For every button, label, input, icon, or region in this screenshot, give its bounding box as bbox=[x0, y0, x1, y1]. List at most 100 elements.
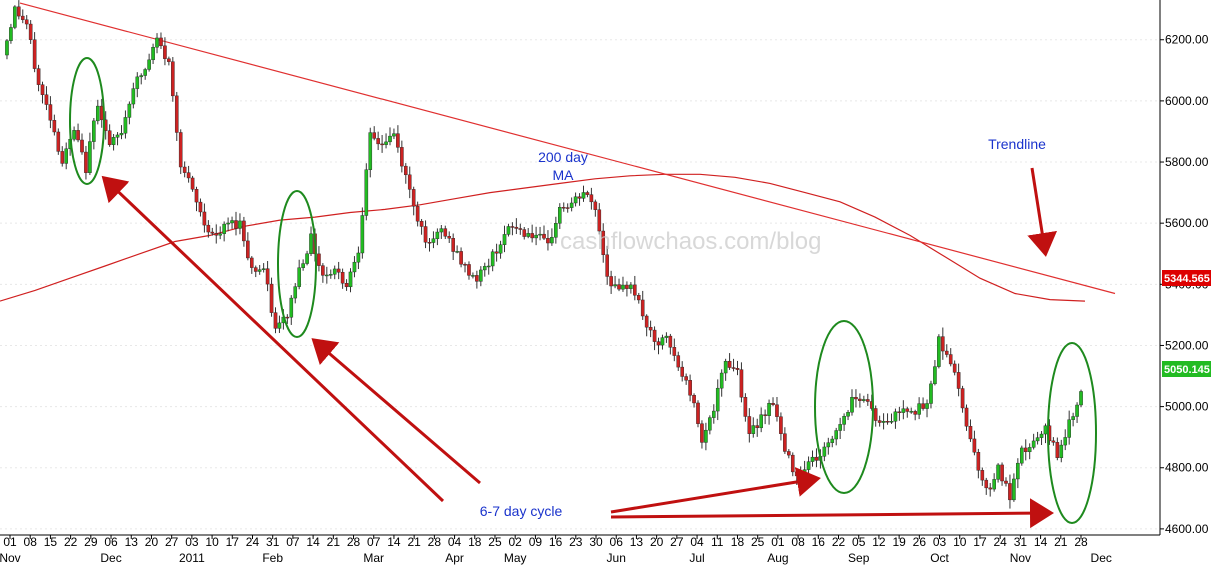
candle-body bbox=[850, 397, 854, 413]
cycle-ellipse bbox=[69, 57, 105, 185]
x-tick-label: 17 bbox=[226, 535, 240, 549]
candle-body bbox=[711, 410, 716, 418]
candle-body bbox=[127, 103, 132, 118]
candle-body bbox=[625, 284, 629, 289]
x-tick-label: 25 bbox=[751, 535, 765, 549]
candle-body bbox=[779, 416, 783, 434]
x-month-label: Mar bbox=[363, 551, 384, 565]
candle-body bbox=[727, 360, 732, 368]
candle-body bbox=[1012, 478, 1016, 501]
candle-body bbox=[72, 130, 76, 140]
candle-body bbox=[328, 274, 333, 276]
candle-body bbox=[688, 380, 692, 396]
candle-body bbox=[431, 238, 436, 243]
x-tick-label: 19 bbox=[892, 535, 906, 549]
candle-body bbox=[411, 189, 416, 207]
candle-body bbox=[273, 312, 278, 329]
candle-body bbox=[1023, 447, 1028, 453]
candle-body bbox=[380, 143, 384, 146]
candle-body bbox=[759, 414, 763, 429]
candle-body bbox=[139, 75, 144, 78]
candle-body bbox=[356, 252, 361, 263]
y-tick-label: 5200.00 bbox=[1165, 338, 1209, 352]
candle-body bbox=[506, 226, 511, 235]
candle-body bbox=[376, 138, 380, 145]
x-tick-label: 28 bbox=[1074, 535, 1088, 549]
x-tick-label: 02 bbox=[509, 535, 523, 549]
candle-body bbox=[913, 411, 917, 415]
y-tick-label: 5000.00 bbox=[1165, 400, 1209, 414]
candle-body bbox=[131, 88, 136, 105]
candle-body bbox=[490, 251, 495, 267]
x-tick-label: 07 bbox=[286, 535, 300, 549]
candle-body bbox=[696, 402, 700, 424]
candle-body bbox=[530, 233, 534, 239]
x-month-label: Jul bbox=[689, 551, 704, 565]
candle-body bbox=[660, 337, 665, 346]
x-tick-label: 22 bbox=[64, 535, 78, 549]
candle-body bbox=[747, 416, 752, 434]
moving-average-layer bbox=[0, 173, 1086, 302]
y-tick-label: 5600.00 bbox=[1165, 216, 1209, 230]
candle-body bbox=[877, 420, 882, 423]
candle-body bbox=[206, 224, 211, 233]
candle-body bbox=[257, 269, 262, 272]
candle-body bbox=[143, 69, 147, 76]
x-tick-label: 22 bbox=[832, 535, 846, 549]
y-tick-label: 6200.00 bbox=[1165, 33, 1209, 47]
x-month-label: 2011 bbox=[179, 551, 205, 565]
candle-body bbox=[790, 454, 795, 473]
candle-body bbox=[858, 398, 862, 401]
cycle-label: 6-7 day cycle bbox=[480, 503, 563, 519]
candle-body bbox=[629, 284, 633, 289]
candle-body bbox=[44, 94, 49, 105]
x-tick-label: 21 bbox=[407, 535, 421, 549]
candle-body bbox=[463, 264, 467, 266]
candle-body bbox=[20, 15, 25, 20]
x-month-label: Nov bbox=[1010, 551, 1031, 565]
candle-body bbox=[486, 265, 491, 268]
candle-body bbox=[455, 251, 459, 253]
candle-body bbox=[577, 196, 582, 199]
x-month-label: Dec bbox=[100, 551, 121, 565]
candle-body bbox=[735, 368, 740, 370]
y-tick-label: 4600.00 bbox=[1165, 522, 1209, 536]
annotation-arrow bbox=[1027, 167, 1058, 257]
candle-body bbox=[830, 438, 835, 443]
x-tick-label: 29 bbox=[84, 535, 98, 549]
x-tick-label: 23 bbox=[569, 535, 583, 549]
candle-body bbox=[242, 220, 246, 242]
candle-body bbox=[372, 132, 377, 139]
candle-body bbox=[107, 130, 112, 145]
candle-body bbox=[881, 420, 886, 423]
candle-body bbox=[502, 234, 507, 245]
x-month-label: Oct bbox=[930, 551, 949, 565]
x-tick-label: 13 bbox=[125, 535, 139, 549]
x-tick-label: 09 bbox=[529, 535, 543, 549]
candle-body bbox=[135, 76, 140, 89]
cycle-ellipse bbox=[814, 320, 874, 494]
x-tick-label: 12 bbox=[872, 535, 886, 549]
candle-body bbox=[842, 416, 846, 425]
candle-body bbox=[783, 433, 787, 452]
candle-body bbox=[1019, 447, 1024, 464]
y-tick-label: 5800.00 bbox=[1165, 155, 1209, 169]
candle-body bbox=[672, 347, 677, 356]
candle-body bbox=[996, 464, 1000, 480]
annotation-arrow bbox=[101, 175, 445, 503]
x-month-label: Sep bbox=[848, 551, 870, 565]
candle-body bbox=[84, 151, 88, 173]
candle-body bbox=[427, 242, 432, 244]
ma-label-line1: 200 day bbox=[538, 149, 588, 165]
candle-body bbox=[664, 335, 669, 338]
candle-body bbox=[1043, 425, 1048, 435]
candle-body bbox=[921, 403, 925, 409]
candle-body bbox=[929, 383, 933, 404]
candle-body bbox=[909, 411, 914, 413]
candle-body bbox=[984, 479, 989, 489]
candle-body bbox=[123, 117, 128, 134]
candle-body bbox=[439, 228, 444, 233]
candle-body bbox=[482, 266, 487, 271]
